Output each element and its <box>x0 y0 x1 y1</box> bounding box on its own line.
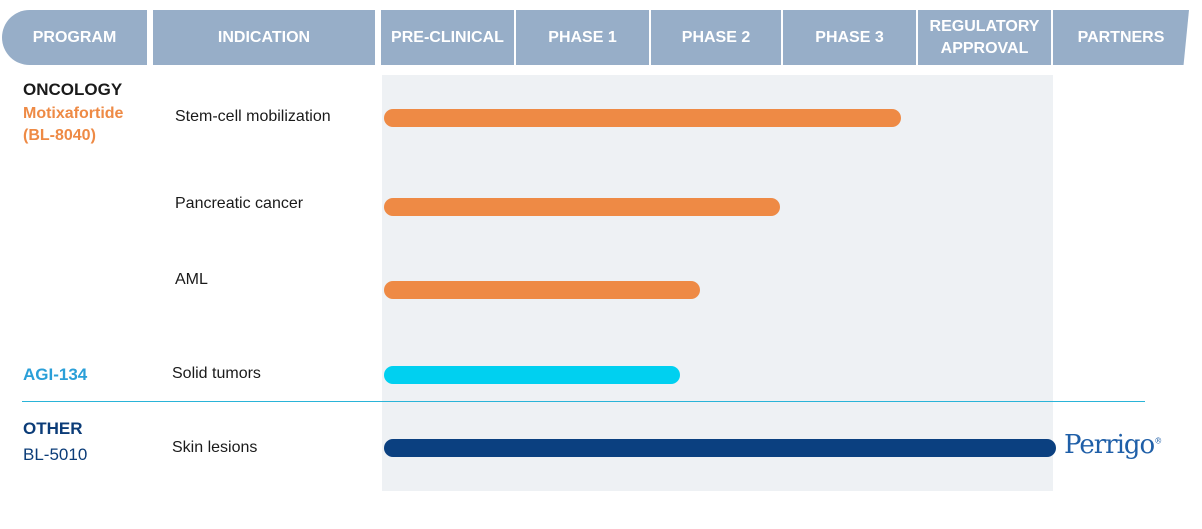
program-bl5010: BL-5010 <box>23 445 88 464</box>
progress-bar-pancreatic <box>384 198 781 216</box>
header-indication: INDICATION <box>153 10 375 65</box>
header-partners-label: PARTNERS <box>1077 28 1165 46</box>
header-regulatory-approval: REGULATORY APPROVAL <box>918 10 1051 65</box>
group-oncology: ONCOLOGY <box>23 80 123 99</box>
header-indication-label: INDICATION <box>217 28 311 46</box>
program-agi134: AGI-134 <box>23 365 88 384</box>
header-phase3: PHASE 3 <box>783 10 916 65</box>
indication-label: Stem-cell mobilization <box>175 108 331 125</box>
header-phase1: PHASE 1 <box>516 10 649 65</box>
header-partners: PARTNERS <box>1053 10 1189 65</box>
progress-bar-aml <box>384 281 700 299</box>
indication-label: AML <box>175 271 208 288</box>
perrigo-logo: Perrigo® <box>1064 430 1162 460</box>
header-phase2-label: PHASE 2 <box>681 28 751 46</box>
header-preclinical: PRE-CLINICAL <box>381 10 514 65</box>
header-preclinical-label: PRE-CLINICAL <box>391 28 504 46</box>
header-program-label: PROGRAM <box>32 28 117 46</box>
group-other: OTHER <box>23 419 83 438</box>
section-divider <box>22 401 1145 402</box>
indication-label: Pancreatic cancer <box>175 195 304 212</box>
program-motixafortide: Motixafortide (BL-8040) <box>23 103 123 147</box>
program-motixafortide-code: (BL-8040) <box>23 127 96 144</box>
header-phase1-label: PHASE 1 <box>548 28 617 46</box>
header-regulatory-label-1: REGULATORY <box>929 17 1040 35</box>
progress-bar-stem-cell <box>384 109 902 127</box>
indication-label: Solid tumors <box>172 365 261 382</box>
indication-label: Skin lesions <box>172 439 258 456</box>
program-motixafortide-name: Motixafortide <box>23 105 124 122</box>
header-regulatory-label-2: APPROVAL <box>940 39 1029 57</box>
progress-bar-skin-lesions <box>384 439 1056 457</box>
header-phase3-label: PHASE 3 <box>815 28 884 46</box>
header-program: PROGRAM <box>2 10 147 65</box>
perrigo-logo-text: Perrigo <box>1064 430 1155 460</box>
progress-bar-solid-tumors <box>384 366 680 384</box>
header-phase2: PHASE 2 <box>651 10 781 65</box>
